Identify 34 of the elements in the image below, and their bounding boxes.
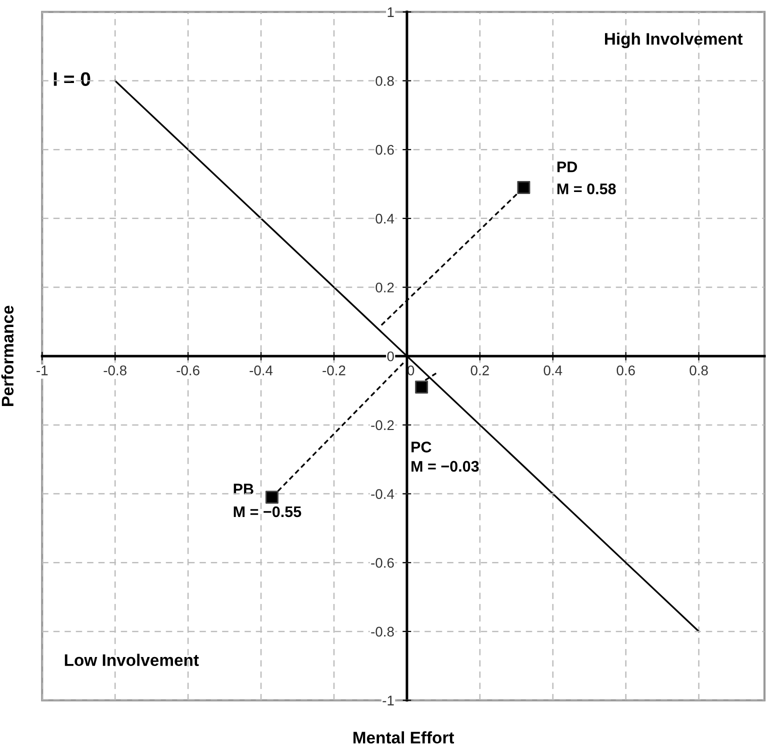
y-tick-label: 0.2 (376, 282, 394, 292)
annotation: High Involvement (605, 32, 743, 48)
y-tick-label: -0.4 (371, 489, 394, 499)
annotation: M = 0.58 (557, 183, 616, 194)
x-tick-label: 0.6 (616, 366, 635, 376)
y-axis-title: Performance (1, 306, 14, 406)
x-tick-label: -0.8 (104, 366, 126, 376)
y-tick-label: 1 (388, 7, 394, 17)
x-tick-label: 0.8 (690, 366, 708, 376)
annotation: PD (557, 162, 578, 172)
point (415, 380, 428, 394)
x-tick-label: 0.2 (470, 366, 489, 376)
point (517, 180, 530, 194)
annotation: PC (412, 442, 432, 452)
x-axis-title: Mental Effort (353, 731, 454, 744)
y-tick-label: 0 (387, 351, 394, 362)
y-tick-label: -0.2 (371, 420, 394, 430)
y-tick-label: 0.6 (376, 144, 394, 155)
x-tick-label: -0.2 (322, 366, 346, 376)
y-tick-label: -0.6 (371, 558, 394, 568)
annotation: M = −0.03 (412, 460, 479, 472)
point (265, 490, 278, 504)
y-tick-label: 0.4 (376, 214, 394, 224)
annotation: I = 0 (54, 72, 90, 86)
annotation: Low Involvement (64, 654, 199, 666)
x-tick-label: -0.6 (176, 366, 200, 376)
x-tick-label: 0.4 (544, 366, 562, 376)
y-tick-label: -1 (382, 696, 394, 706)
x-tick-label: -1 (36, 366, 48, 376)
annotation: PB (234, 484, 254, 494)
annotation: M = −0.55 (234, 506, 302, 518)
y-tick-label: 0.8 (376, 76, 394, 86)
y-tick-label: -0.8 (371, 626, 394, 637)
x-tick-label: -0.4 (250, 366, 273, 376)
